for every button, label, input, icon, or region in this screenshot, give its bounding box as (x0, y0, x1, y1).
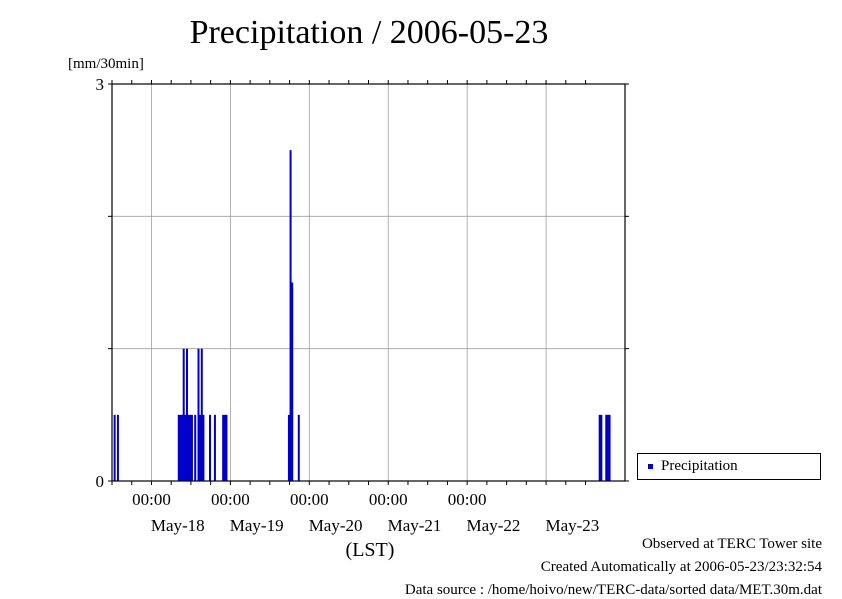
precipitation-bar (600, 414, 603, 481)
footer-created: Created Automatically at 2006-05-23/23:3… (540, 559, 822, 575)
precipitation-bar (194, 414, 197, 481)
precipitation-bar (225, 414, 228, 481)
x-tick-date-label: May-18 (151, 516, 205, 535)
x-tick-date-label: May-20 (309, 516, 363, 535)
precipitation-bar (190, 414, 193, 481)
x-tick-date-label: May-23 (545, 516, 599, 535)
legend: Precipitation (637, 453, 821, 480)
precipitation-bar (182, 348, 185, 481)
y-axis-unit: [mm/30min] (68, 56, 144, 72)
precipitation-bar (199, 414, 202, 481)
axes (108, 80, 629, 485)
precipitation-bar (200, 348, 203, 481)
x-tick-time-label: 00:00 (211, 490, 250, 509)
precipitation-bar (605, 414, 608, 481)
x-tick-time-label: 00:00 (132, 490, 171, 509)
y-tick-label: 0 (96, 472, 105, 491)
precipitation-bar (297, 414, 300, 481)
precipitation-bar (287, 414, 290, 481)
x-tick-date-label: May-19 (230, 516, 284, 535)
precipitation-bar (289, 150, 292, 481)
precipitation-bar (113, 414, 116, 481)
precipitation-bar (116, 414, 119, 481)
grid-lines (112, 84, 625, 481)
precipitation-bar (177, 414, 180, 481)
x-tick-time-label: 00:00 (448, 490, 487, 509)
precipitation-bar (606, 414, 609, 481)
precipitation-bar (197, 348, 200, 481)
precipitation-bar (184, 414, 187, 481)
bar-series (113, 150, 611, 481)
precipitation-bar (179, 414, 182, 481)
legend-swatch (648, 464, 653, 469)
precipitation-bar (598, 414, 601, 481)
precipitation-bar (291, 282, 294, 481)
precipitation-bar (222, 414, 225, 481)
x-axis-label: (LST) (346, 539, 395, 561)
legend-label: Precipitation (661, 458, 738, 474)
precipitation-bar (189, 414, 192, 481)
x-tick-time-label: 00:00 (290, 490, 329, 509)
y-tick-label: 3 (96, 75, 105, 94)
precipitation-bar (223, 414, 226, 481)
precipitation-bar (181, 414, 184, 481)
tick-labels: 0 3 00:00 00:00 00:00 00:00 00:00 May-18 May-19 M… (96, 75, 600, 561)
footer-source: Data source : /home/hoivo/new/TERC-data/… (404, 582, 822, 598)
precipitation-bar (187, 414, 190, 481)
precipitation-bar (608, 414, 611, 481)
precipitation-bar (213, 414, 216, 481)
x-tick-date-label: May-21 (388, 516, 442, 535)
x-tick-date-label: May-22 (467, 516, 521, 535)
precipitation-bar (202, 414, 205, 481)
footer-observed: Observed at TERC Tower site (641, 536, 822, 552)
precipitation-bar (209, 414, 212, 481)
precipitation-bar (185, 348, 188, 481)
x-tick-time-label: 00:00 (369, 490, 408, 509)
chart-title: Precipitation / 2006-05-23 (189, 14, 549, 51)
